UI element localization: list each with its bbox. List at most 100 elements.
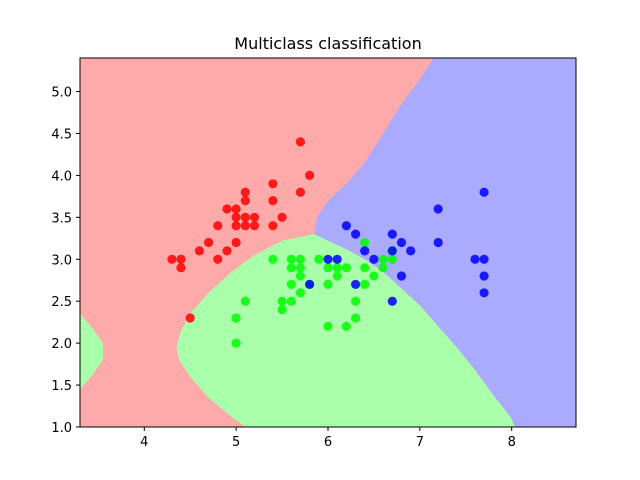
point-class-1 xyxy=(268,254,278,264)
point-class-2 xyxy=(351,279,361,289)
point-class-2 xyxy=(479,254,489,264)
point-class-0 xyxy=(231,221,241,231)
point-class-1 xyxy=(323,263,333,273)
point-class-0 xyxy=(277,212,287,222)
point-class-2 xyxy=(479,187,489,197)
point-class-0 xyxy=(231,212,241,222)
point-class-2 xyxy=(387,296,397,306)
point-class-2 xyxy=(387,246,397,256)
point-class-0 xyxy=(222,246,232,256)
point-class-1 xyxy=(378,263,388,273)
point-class-1 xyxy=(341,263,351,273)
y-tick-label: 2.5 xyxy=(51,295,72,310)
plot-area xyxy=(79,57,577,428)
region-class-2 xyxy=(314,58,576,427)
chart-title: Multiclass classification xyxy=(234,34,421,53)
y-tick-label: 1.0 xyxy=(51,421,72,436)
y-tick-label: 3.0 xyxy=(51,253,72,268)
data-points xyxy=(167,137,489,348)
point-class-0 xyxy=(249,212,260,222)
point-class-1 xyxy=(351,296,361,306)
point-class-2 xyxy=(323,254,333,264)
point-class-1 xyxy=(332,263,342,273)
point-class-1 xyxy=(295,254,305,264)
point-class-0 xyxy=(176,263,186,273)
point-class-2 xyxy=(341,221,351,231)
point-class-1 xyxy=(351,313,361,323)
point-class-1 xyxy=(332,271,342,281)
point-class-2 xyxy=(369,254,379,264)
x-tick-label: 4 xyxy=(140,435,148,450)
point-class-0 xyxy=(222,204,232,214)
x-tick-label: 5 xyxy=(232,435,240,450)
point-class-0 xyxy=(185,313,195,323)
point-class-1 xyxy=(360,237,370,248)
x-tick-label: 7 xyxy=(416,435,424,450)
y-tick-label: 4.5 xyxy=(51,127,72,142)
point-class-1 xyxy=(231,313,241,323)
point-class-0 xyxy=(295,137,305,147)
region-class-1-left xyxy=(80,313,103,390)
decision-regions xyxy=(80,58,576,427)
point-class-1 xyxy=(314,254,324,264)
y-tick-label: 5.0 xyxy=(51,86,72,101)
x-tick-label: 6 xyxy=(324,435,332,450)
y-tick-label: 3.5 xyxy=(51,211,72,226)
point-class-0 xyxy=(249,221,260,231)
point-class-0 xyxy=(204,237,214,248)
y-axis: 1.0 1.5 2.0 2.5 3.0 3.5 4.0 4.5 5.0 xyxy=(51,86,80,436)
point-class-1 xyxy=(277,305,287,315)
point-class-2 xyxy=(360,246,370,256)
point-class-1 xyxy=(323,279,333,289)
point-class-2 xyxy=(305,279,315,289)
point-class-2 xyxy=(396,271,407,281)
point-class-0 xyxy=(240,221,250,231)
point-class-2 xyxy=(396,237,407,248)
point-class-2 xyxy=(406,246,416,256)
point-class-1 xyxy=(286,263,296,273)
point-class-1 xyxy=(387,254,397,264)
point-class-0 xyxy=(240,212,250,222)
y-tick-label: 2.0 xyxy=(51,337,72,352)
point-class-2 xyxy=(479,288,489,298)
point-class-2 xyxy=(470,254,480,264)
point-class-0 xyxy=(167,254,177,264)
point-class-1 xyxy=(360,263,370,273)
point-class-2 xyxy=(387,229,397,239)
point-class-1 xyxy=(341,321,351,331)
point-class-1 xyxy=(295,263,305,273)
point-class-0 xyxy=(176,254,186,264)
x-tick-label: 8 xyxy=(508,435,516,450)
point-class-1 xyxy=(240,296,250,306)
point-class-1 xyxy=(360,279,370,289)
point-class-1 xyxy=(323,321,333,331)
point-class-1 xyxy=(231,338,241,348)
point-class-2 xyxy=(351,229,361,239)
point-class-1 xyxy=(369,271,379,281)
point-class-2 xyxy=(479,271,489,281)
point-class-1 xyxy=(295,288,305,298)
point-class-0 xyxy=(240,187,250,197)
point-class-1 xyxy=(295,271,305,281)
point-class-0 xyxy=(213,254,223,264)
point-class-0 xyxy=(268,179,278,189)
point-class-2 xyxy=(332,254,342,264)
point-class-0 xyxy=(268,196,278,206)
point-class-0 xyxy=(231,204,241,214)
x-axis: 4 5 6 7 8 xyxy=(140,427,516,450)
point-class-0 xyxy=(240,196,250,206)
point-class-1 xyxy=(286,296,296,306)
point-class-1 xyxy=(286,254,296,264)
point-class-0 xyxy=(305,170,315,180)
point-class-0 xyxy=(268,221,278,231)
y-tick-label: 4.0 xyxy=(51,169,72,184)
point-class-0 xyxy=(295,187,305,197)
point-class-2 xyxy=(433,204,443,214)
point-class-1 xyxy=(378,254,388,264)
point-class-1 xyxy=(277,296,287,306)
point-class-0 xyxy=(213,221,223,231)
point-class-0 xyxy=(231,237,241,248)
point-class-0 xyxy=(194,246,204,256)
point-class-2 xyxy=(433,237,443,248)
